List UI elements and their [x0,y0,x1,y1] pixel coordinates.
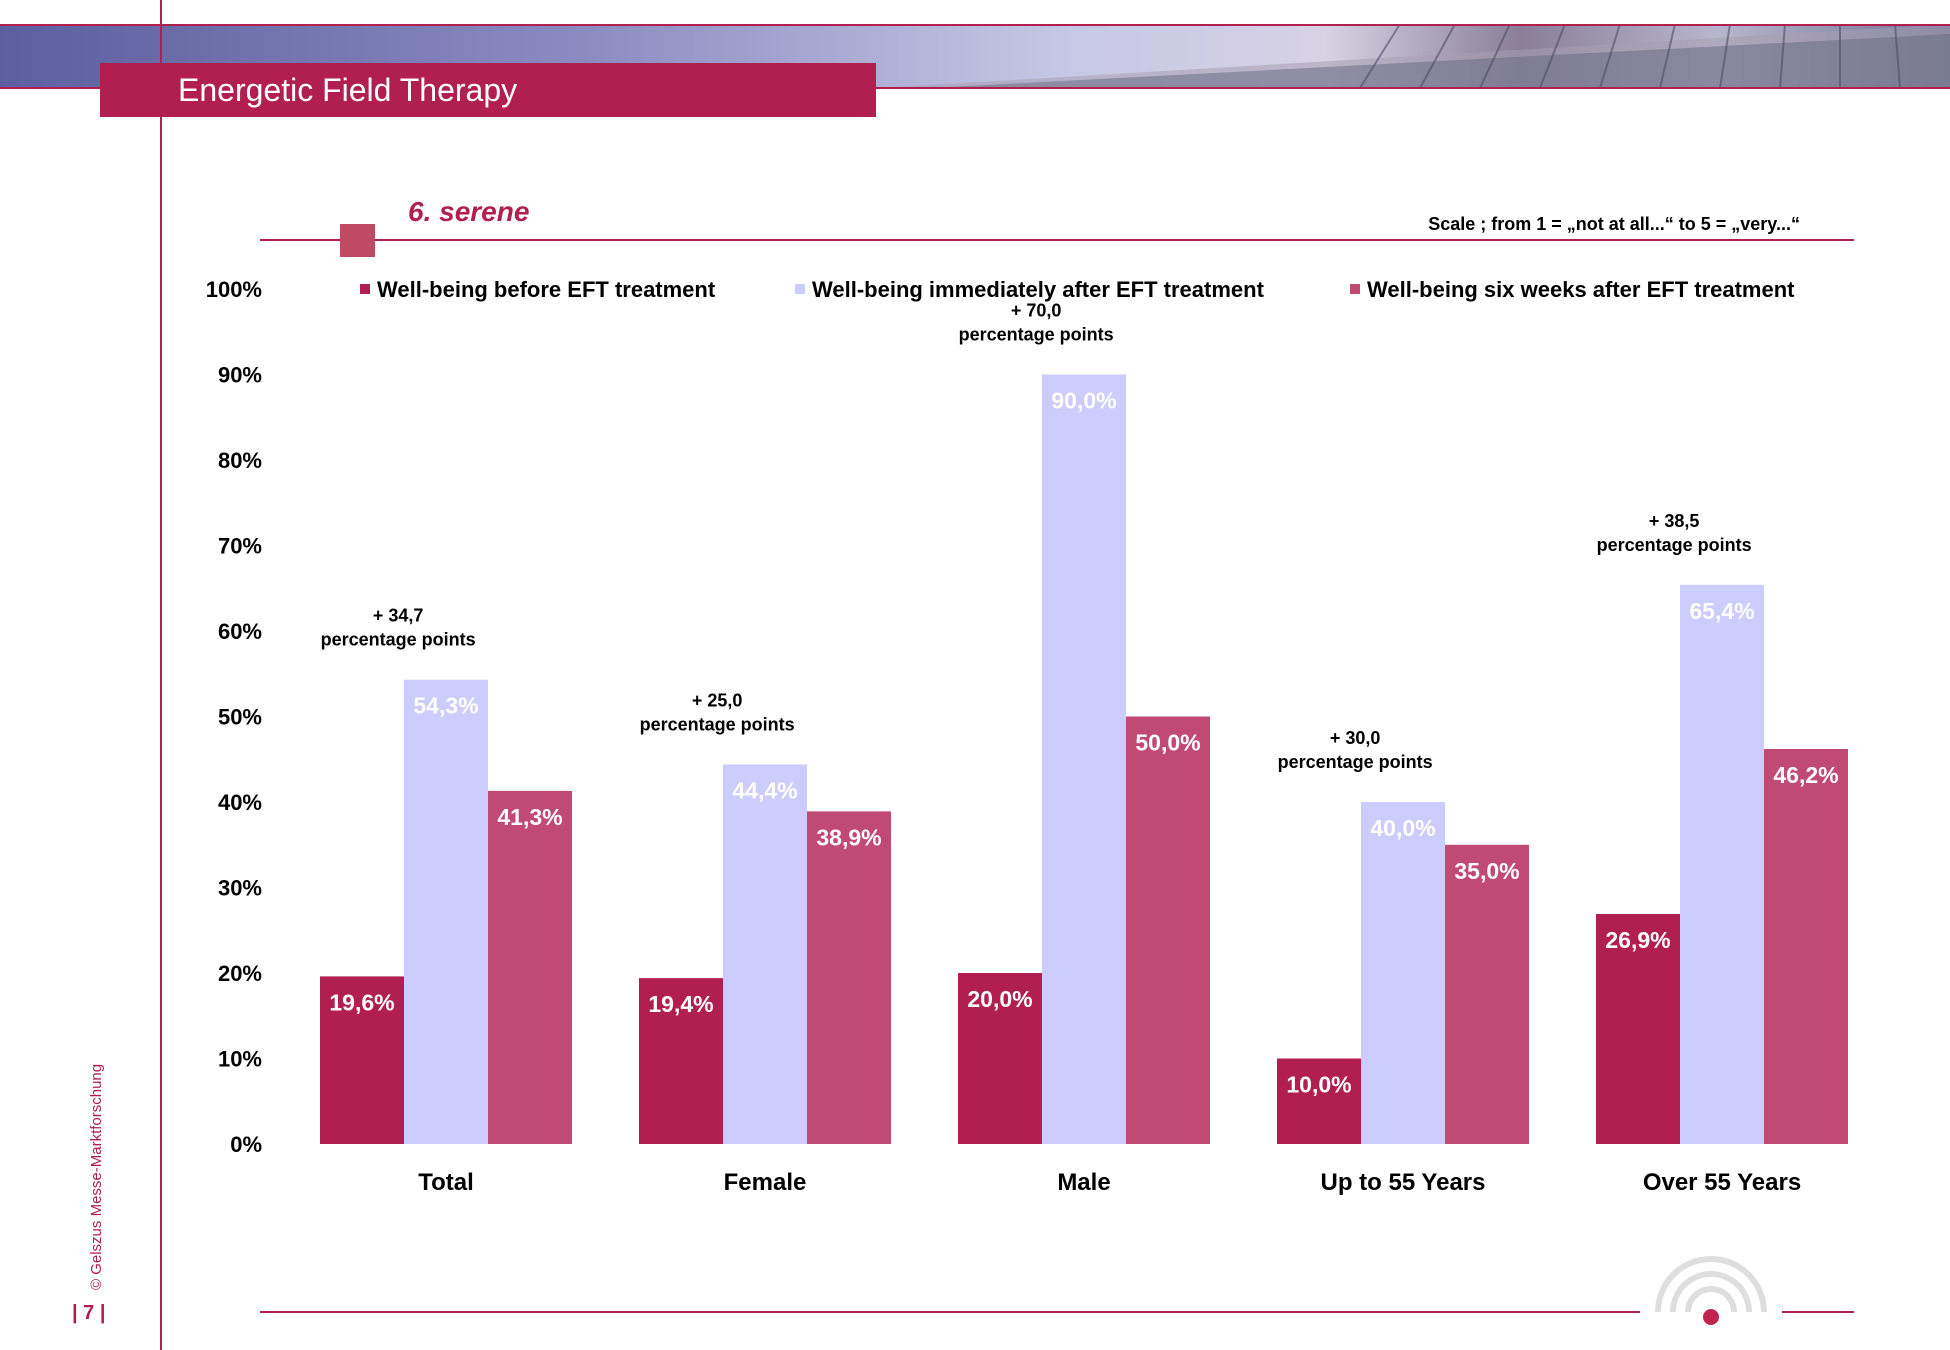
y-tick-label: 50% [218,705,262,730]
bar [1042,374,1126,1144]
bar [723,764,807,1144]
bar-value-label: 38,9% [816,824,881,850]
bar-value-label: 20,0% [967,986,1032,1012]
bar-value-label: 19,4% [648,991,713,1017]
bar [1596,914,1680,1144]
copyright-text: © Gelszus Messe-Marktforschung [88,1063,105,1290]
scale-note: Scale ; from 1 = „not at all...“ to 5 = … [1428,214,1800,234]
legend-label: Well-being before EFT treatment [377,277,716,302]
y-tick-label: 20% [218,961,262,986]
footer-rule [260,1311,1640,1313]
y-tick-label: 100% [206,277,262,302]
bar [1680,584,1764,1144]
legend-label: Well-being immediately after EFT treatme… [812,277,1265,302]
x-category-label: Over 55 Years [1643,1169,1801,1196]
annotation-text: percentage points [1597,535,1752,555]
annotation-value: + 34,7 [373,606,424,626]
annotation-text: percentage points [321,630,476,650]
bar-value-label: 54,3% [413,693,478,719]
header-bottom-rule [0,87,1950,89]
section-rule [260,239,1854,241]
annotation-value: + 38,5 [1649,511,1700,531]
bar-value-label: 46,2% [1773,762,1838,788]
header-top-rule [0,24,1950,26]
page-number: | 7 | [72,1302,106,1324]
x-category-label: Total [418,1169,474,1196]
signal-logo-icon [1655,1256,1767,1325]
y-tick-label: 70% [218,534,262,559]
y-tick-label: 30% [218,876,262,901]
x-category-label: Male [1057,1169,1110,1196]
bar-value-label: 50,0% [1135,730,1200,756]
annotation-value: + 30,0 [1330,728,1381,748]
section-marker [340,224,375,257]
x-category-label: Up to 55 Years [1321,1169,1486,1196]
y-tick-label: 0% [230,1132,262,1157]
bar [807,811,891,1144]
bar [1445,844,1529,1144]
bar [958,973,1042,1144]
annotation-text: percentage points [959,325,1114,345]
bar [1764,748,1848,1144]
bar-value-label: 19,6% [329,989,394,1015]
left-margin-rule [160,0,162,1350]
annotation-text: percentage points [640,714,795,734]
legend-swatch [795,284,805,294]
y-tick-label: 60% [218,619,262,644]
annotation-value: + 25,0 [692,690,743,710]
legend-label: Well-being six weeks after EFT treatment [1367,277,1795,302]
bar-value-label: 41,3% [497,804,562,830]
bar-value-label: 44,4% [732,777,797,803]
bar-value-label: 10,0% [1286,1072,1351,1098]
y-tick-label: 10% [218,1047,262,1072]
bar [1277,1058,1361,1144]
bar [320,976,404,1144]
page-title: Energetic Field Therapy [100,63,876,117]
bar-value-label: 65,4% [1689,598,1754,624]
legend-swatch [360,284,370,294]
y-tick-label: 90% [218,363,262,388]
bar [488,790,572,1144]
bar [639,978,723,1144]
x-category-label: Female [724,1169,807,1196]
bar [1361,802,1445,1144]
y-tick-label: 40% [218,790,262,815]
bar [404,679,488,1144]
legend-swatch [1350,284,1360,294]
bar-value-label: 90,0% [1051,388,1116,414]
bar [1126,716,1210,1144]
footer-rule-end [1782,1311,1854,1313]
bar-value-label: 35,0% [1454,858,1519,884]
building-roof-illustration [880,24,1950,88]
annotation-text: percentage points [1278,752,1433,772]
bar-value-label: 26,9% [1605,927,1670,953]
section-title: 6. serene [408,196,530,227]
bar-value-label: 40,0% [1370,815,1435,841]
annotation-value: + 70,0 [1011,301,1062,321]
y-tick-label: 80% [218,448,262,473]
